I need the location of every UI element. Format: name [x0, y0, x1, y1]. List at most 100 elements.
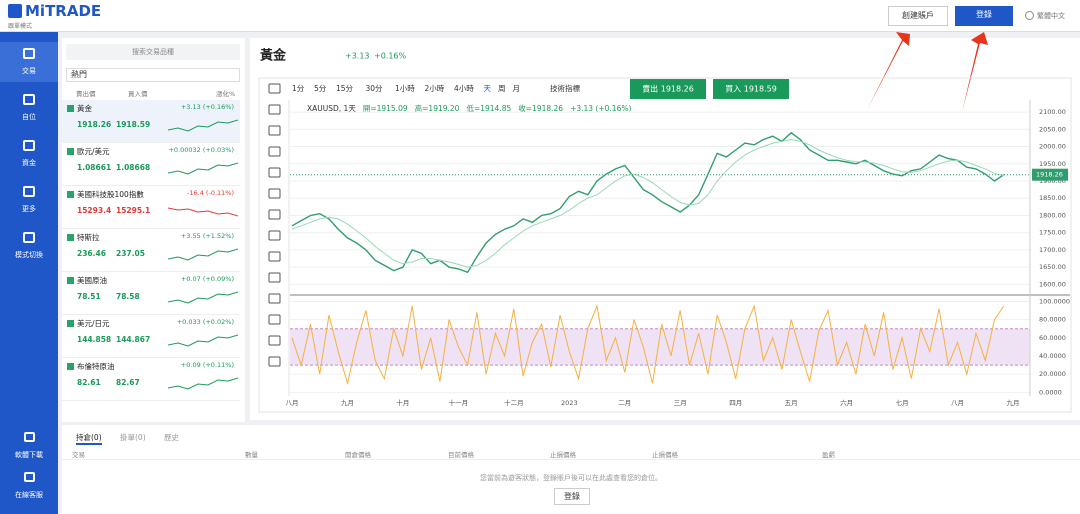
drawing-tool: [268, 125, 281, 136]
interval[interactable]: 月: [513, 84, 521, 93]
sell: 236.46: [77, 249, 106, 258]
series-line: [291, 304, 1005, 386]
change: +3.13 (+0.16%): [180, 103, 234, 111]
nav-label: 在線客服: [15, 491, 43, 499]
x-tick-label: 九月: [341, 398, 354, 407]
sell-label: 賣出 1918.26: [642, 84, 694, 94]
nav-icon: [24, 432, 35, 442]
nav-item[interactable]: 更多: [0, 180, 58, 220]
name: 美國原油: [77, 276, 107, 285]
y-tick-label: 1650.00: [1039, 263, 1066, 271]
drawing-tool: [268, 188, 281, 199]
interval[interactable]: 1分: [292, 84, 305, 93]
x-tick-label: 七月: [896, 398, 909, 407]
change: +0.033 (+0.02%): [176, 318, 234, 326]
watchlist: 搜索交易品種 熱門 賣出價 買入價 漲化% 黃金 +3.13 (+0.16%) 1918.…: [62, 38, 245, 422]
position-column: 數量: [245, 451, 258, 459]
watch-row[interactable]: 布倫特原油 +0.09 (+0.11%) 82.61 82.67: [62, 358, 240, 401]
watch-row[interactable]: 特斯拉 +3.55 (+1.52%) 236.46 237.05: [62, 229, 240, 272]
watch-row[interactable]: 歐元/美元 +0.00032 (+0.03%) 1.08661 1.08668: [62, 143, 240, 186]
position-tab[interactable]: 持倉(0): [76, 432, 102, 445]
nav-item[interactable]: 交易: [0, 42, 58, 82]
nav-item[interactable]: 模式切換: [0, 226, 58, 266]
interval[interactable]: 30分: [366, 84, 384, 93]
interval[interactable]: 5分: [314, 84, 327, 93]
login-button[interactable]: 登錄: [955, 6, 1013, 26]
change: +0.07 (+0.09%): [180, 275, 234, 283]
change: -16.4 (-0.11%): [187, 189, 234, 197]
position-column: 開倉價格: [345, 451, 371, 459]
tab[interactable]: 熱門: [66, 68, 240, 82]
nav-icon: [23, 48, 35, 59]
search[interactable]: 搜索交易品種: [66, 44, 240, 60]
y2-tick-label: 80.0000: [1039, 316, 1066, 324]
y-tick-label: 1600.00: [1039, 280, 1066, 288]
position-column: 目前價格: [448, 451, 474, 459]
position-column: 止損價格: [550, 451, 576, 459]
name: 黃金: [77, 104, 92, 113]
x-tick-label: 2023: [561, 399, 578, 407]
name: 美國科技股100指數: [77, 190, 144, 199]
change: +0.09 (+0.11%): [180, 361, 234, 369]
message: 您當前為遊客狀態，登錄賬戶後可以在此處查看您的倉位。: [480, 474, 662, 482]
create-account[interactable]: 創建賬戶: [888, 6, 948, 26]
position-tab[interactable]: 歷史: [164, 433, 179, 442]
x-tick-label: 六月: [840, 398, 853, 407]
drawing-tool: [268, 104, 281, 115]
interval[interactable]: 4小時: [454, 84, 474, 93]
watch-row[interactable]: 美元/日元 +0.033 (+0.02%) 144.858 144.867: [62, 315, 240, 358]
buy: 237.05: [116, 249, 145, 258]
series-line: [291, 131, 1005, 274]
x-tick-label: 二月: [618, 399, 631, 407]
logo: MiTRADE: [25, 2, 102, 20]
arrow: [868, 32, 910, 108]
nav-label: 更多: [22, 205, 36, 213]
series-line: [291, 139, 1004, 268]
watch-row[interactable]: 黃金 +3.13 (+0.16%) 1918.26 1918.59: [62, 100, 240, 143]
interval[interactable]: 2小時: [425, 84, 445, 93]
ohlc-symbol: XAUUSD, 1天: [307, 104, 356, 113]
drawing-tool: [268, 335, 281, 346]
y2-tick-label: 20.0000: [1039, 370, 1066, 378]
interval[interactable]: 周: [498, 84, 506, 93]
checkbox: [67, 148, 74, 155]
nav-label: 模式切換: [15, 251, 43, 259]
sparkline-path: [168, 291, 238, 304]
sparkline: [168, 207, 238, 217]
nav-item[interactable]: 資金: [0, 134, 58, 174]
nav-item[interactable]: 自位: [0, 88, 58, 128]
ohlc-change: +3.13 (+0.16%): [570, 104, 631, 113]
buy: 1.08668: [116, 163, 151, 172]
watch-row[interactable]: 美國原油 +0.07 (+0.09%) 78.51 78.58: [62, 272, 240, 315]
checkbox: [67, 320, 74, 327]
x-tick-label: 八月: [286, 399, 299, 407]
x-tick-label: 九月: [1007, 398, 1020, 407]
sell: 15293.4: [77, 206, 112, 215]
y-tick-label: 2100.00: [1039, 108, 1066, 116]
interval[interactable]: 天: [484, 84, 492, 93]
change: +0.00032 (+0.03%): [168, 146, 234, 154]
nav-item[interactable]: 軟體下載: [0, 430, 58, 466]
language[interactable]: 繁體中文: [1037, 12, 1065, 20]
drawing-tool: [268, 314, 281, 325]
position-column: 交易: [72, 451, 85, 459]
ohlc-high: 高=1919.20: [415, 103, 460, 113]
sparkline-path: [168, 119, 238, 132]
interval[interactable]: 1小時: [395, 84, 415, 93]
position-tab[interactable]: 掛單(0): [120, 433, 146, 442]
instrument-name: 黃金: [259, 48, 287, 64]
watch-row[interactable]: 美國科技股100指數 -16.4 (-0.11%) 15293.4 15295.1: [62, 186, 240, 229]
nav-icon: [23, 94, 35, 105]
y-tick-label: 1900.00: [1039, 177, 1066, 185]
top-bar: MiTRADE 跟單模式 創建賬戶 登錄 繁體中文: [0, 0, 1080, 32]
login-button[interactable]: 登錄: [554, 488, 590, 505]
interval[interactable]: 15分: [336, 84, 354, 93]
nav-icon: [23, 186, 35, 197]
sidebar: 交易自位資金更多模式切換軟體下載在線客服: [0, 32, 58, 514]
positions-panel: 持倉(0) 掛單(0) 歷史 交易 數量 開倉價格 目前價格 止損價格 止損價格 盈虧 您當前為遊客…: [62, 425, 1080, 514]
x-tick-label: 十月: [396, 398, 409, 407]
nav-item[interactable]: 在線客服: [0, 470, 58, 506]
nav-icon: [23, 232, 35, 243]
ohlc-close: 收=1918.26: [518, 103, 563, 113]
